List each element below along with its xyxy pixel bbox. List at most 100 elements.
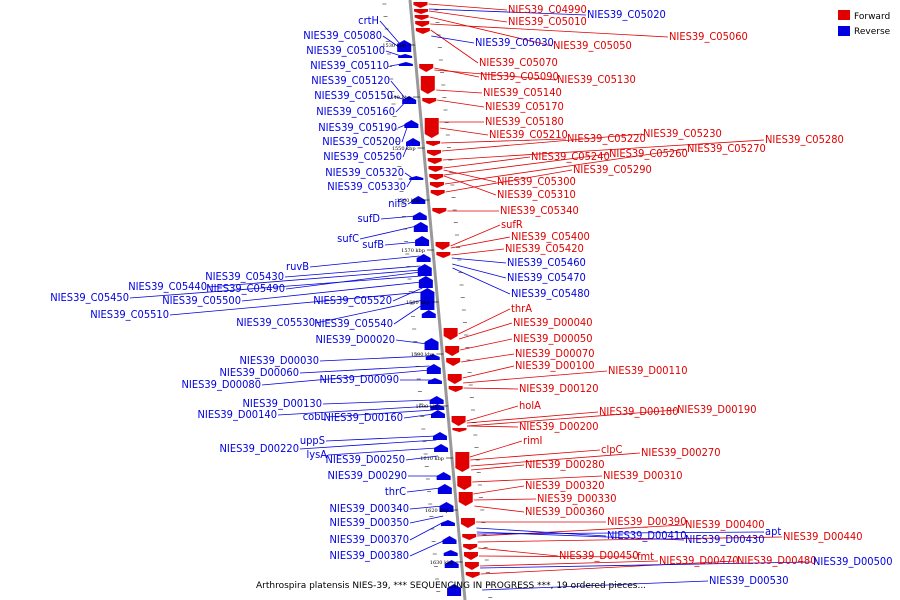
- forward-gene-block[interactable]: [415, 21, 430, 27]
- reverse-gene-block[interactable]: [436, 472, 451, 480]
- gene-label[interactable]: NIES39_D00430: [685, 533, 765, 546]
- reverse-gene-block[interactable]: [402, 96, 417, 104]
- gene-label[interactable]: NIES39_D00280: [525, 458, 605, 471]
- gene-label[interactable]: holA: [519, 399, 541, 412]
- gene-label[interactable]: NIES39_C05130: [557, 73, 636, 86]
- reverse-gene-block[interactable]: [447, 584, 462, 596]
- gene-label[interactable]: fmt: [637, 550, 654, 563]
- forward-gene-block[interactable]: [413, 2, 428, 8]
- gene-label[interactable]: NIES39_C05420: [505, 242, 584, 255]
- gene-label[interactable]: NIES39_C05310: [497, 188, 576, 201]
- forward-gene-block[interactable]: [432, 208, 447, 214]
- reverse-gene-block[interactable]: [444, 560, 459, 568]
- reverse-gene-block[interactable]: [437, 484, 452, 494]
- gene-label[interactable]: NIES39_C05470: [507, 271, 586, 284]
- gene-label[interactable]: NIES39_D00480: [737, 554, 817, 567]
- reverse-gene-block[interactable]: [415, 236, 430, 246]
- reverse-gene-block[interactable]: [434, 444, 449, 452]
- gene-label[interactable]: cobL: [303, 410, 327, 423]
- reverse-gene-block[interactable]: [413, 222, 428, 232]
- gene-label[interactable]: NIES39_D00390: [607, 515, 687, 528]
- gene-label[interactable]: NIES39_C05450: [50, 291, 129, 304]
- reverse-gene-block[interactable]: [429, 396, 444, 404]
- gene-label[interactable]: NIES39_C05400: [511, 230, 590, 243]
- gene-label[interactable]: NIES39_D00330: [537, 492, 617, 505]
- reverse-gene-block[interactable]: [398, 62, 413, 66]
- gene-label[interactable]: NIES39_C05030: [475, 36, 554, 49]
- gene-label[interactable]: NIES39_C05530: [236, 316, 315, 329]
- forward-gene-block[interactable]: [426, 141, 441, 146]
- gene-label[interactable]: NIES39_C05170: [485, 100, 564, 113]
- gene-label[interactable]: NIES39_D00040: [513, 316, 593, 329]
- gene-label[interactable]: NIES39_D00380: [330, 549, 410, 562]
- gene-label[interactable]: NIES39_C05160: [316, 105, 395, 118]
- gene-label[interactable]: NIES39_C05540: [314, 317, 393, 330]
- gene-label[interactable]: ruvB: [286, 260, 309, 273]
- reverse-gene-block[interactable]: [406, 138, 421, 146]
- gene-label[interactable]: NIES39_C05090: [480, 70, 559, 83]
- gene-label[interactable]: NIES39_C05320: [325, 166, 404, 179]
- reverse-gene-block[interactable]: [412, 212, 427, 220]
- forward-gene-block[interactable]: [446, 358, 461, 366]
- gene-label[interactable]: NIES39_D00500: [813, 555, 893, 568]
- gene-label[interactable]: NIES39_D00440: [783, 530, 863, 543]
- forward-gene-block[interactable]: [465, 572, 480, 578]
- reverse-gene-block[interactable]: [421, 310, 436, 318]
- gene-label[interactable]: NIES39_D00060: [220, 366, 300, 379]
- gene-label[interactable]: NIES39_C05290: [573, 163, 652, 176]
- gene-label[interactable]: NIES39_D00290: [328, 469, 408, 482]
- gene-label[interactable]: NIES39_C05330: [327, 180, 406, 193]
- forward-gene-block[interactable]: [462, 534, 477, 540]
- gene-label[interactable]: NIES39_D00270: [641, 446, 721, 459]
- reverse-gene-block[interactable]: [425, 354, 440, 360]
- gene-label[interactable]: NIES39_D00470: [659, 554, 739, 567]
- forward-gene-block[interactable]: [463, 544, 478, 550]
- gene-label[interactable]: NIES39_D00080: [182, 378, 262, 391]
- forward-gene-block[interactable]: [457, 476, 472, 490]
- gene-label[interactable]: NIES39_D00200: [519, 420, 599, 433]
- gene-label[interactable]: NIES39_C05260: [609, 147, 688, 160]
- gene-label[interactable]: NIES39_C05230: [643, 127, 722, 140]
- gene-label[interactable]: crtH: [358, 14, 379, 27]
- gene-label[interactable]: NIES39_D00160: [324, 411, 404, 424]
- forward-gene-block[interactable]: [464, 562, 479, 570]
- gene-label[interactable]: NIES39_C05120: [311, 74, 390, 87]
- gene-label[interactable]: NIES39_D00370: [330, 533, 410, 546]
- forward-gene-block[interactable]: [463, 552, 478, 560]
- reverse-gene-block[interactable]: [439, 502, 454, 512]
- gene-label[interactable]: thrA: [511, 302, 532, 315]
- gene-label[interactable]: NIES39_D00350: [330, 516, 410, 529]
- reverse-gene-block[interactable]: [430, 404, 445, 410]
- gene-label[interactable]: NIES39_D00110: [608, 364, 688, 377]
- gene-label[interactable]: NIES39_C05430: [205, 270, 284, 283]
- reverse-gene-block[interactable]: [426, 364, 441, 374]
- gene-label[interactable]: NIES39_D00530: [709, 574, 789, 587]
- forward-gene-block[interactable]: [414, 15, 429, 20]
- forward-gene-block[interactable]: [415, 28, 430, 34]
- forward-gene-block[interactable]: [430, 190, 445, 196]
- gene-label[interactable]: NIES39_D00090: [320, 373, 400, 386]
- gene-label[interactable]: NIES39_D00140: [198, 408, 278, 421]
- gene-label[interactable]: sufR: [501, 218, 523, 231]
- gene-label[interactable]: NIES39_D00250: [326, 453, 406, 466]
- gene-label[interactable]: NIES39_C05060: [669, 30, 748, 43]
- gene-label[interactable]: NIES39_C05490: [206, 282, 285, 295]
- gene-label[interactable]: NIES39_C05210: [489, 128, 568, 141]
- gene-label[interactable]: NIES39_D00100: [515, 359, 595, 372]
- gene-label[interactable]: NIES39_D00050: [513, 332, 593, 345]
- gene-label[interactable]: NIES39_D00220: [220, 442, 300, 455]
- gene-label[interactable]: sufC: [337, 232, 359, 245]
- gene-label[interactable]: NIES39_C05270: [687, 142, 766, 155]
- gene-label[interactable]: NIES39_C04990: [508, 3, 587, 16]
- reverse-gene-block[interactable]: [443, 550, 458, 556]
- reverse-gene-block[interactable]: [432, 432, 447, 440]
- reverse-gene-block[interactable]: [411, 196, 426, 204]
- gene-label[interactable]: NIES39_C05460: [507, 256, 586, 269]
- gene-label[interactable]: NIES39_D00180: [599, 405, 679, 418]
- gene-label[interactable]: rimI: [523, 434, 542, 447]
- gene-label[interactable]: NIES39_D00190: [677, 403, 757, 416]
- forward-gene-block[interactable]: [429, 174, 444, 180]
- reverse-gene-block[interactable]: [398, 54, 413, 58]
- gene-label[interactable]: NIES39_D00320: [525, 479, 605, 492]
- gene-label[interactable]: NIES39_C05300: [497, 175, 576, 188]
